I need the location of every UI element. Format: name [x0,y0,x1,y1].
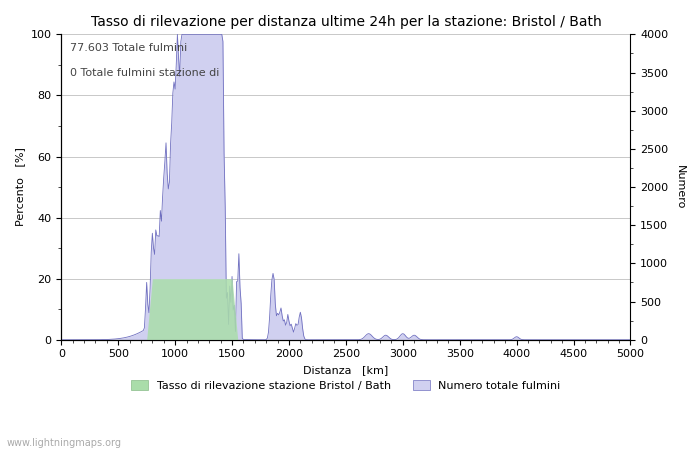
Text: 0 Totale fulmini stazione di: 0 Totale fulmini stazione di [70,68,219,78]
Y-axis label: Percento   [%]: Percento [%] [15,148,25,226]
X-axis label: Distanza   [km]: Distanza [km] [303,365,389,375]
Text: 77.603 Totale fulmini: 77.603 Totale fulmini [70,44,187,54]
Y-axis label: Numero: Numero [675,165,685,209]
Title: Tasso di rilevazione per distanza ultime 24h per la stazione: Bristol / Bath: Tasso di rilevazione per distanza ultime… [90,15,601,29]
Legend: Tasso di rilevazione stazione Bristol / Bath, Numero totale fulmini: Tasso di rilevazione stazione Bristol / … [127,376,565,395]
Text: www.lightningmaps.org: www.lightningmaps.org [7,438,122,448]
